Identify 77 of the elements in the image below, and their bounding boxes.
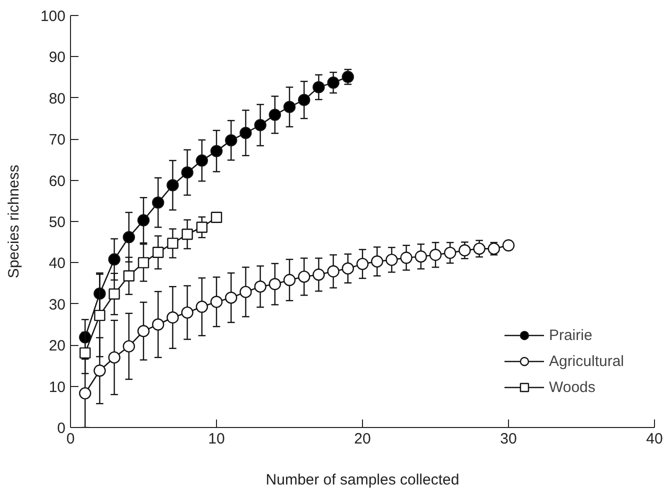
legend-label: Agricultural (548, 352, 624, 370)
point (138, 257, 150, 268)
point (371, 255, 384, 268)
y-tick-label: 90 (48, 49, 66, 66)
point (196, 222, 208, 233)
y-tick-label: 100 (40, 8, 66, 25)
x-axis-title: Number of samples collected (266, 472, 460, 488)
point (152, 196, 164, 209)
x-tick-label: 20 (354, 430, 371, 448)
point (342, 262, 354, 275)
point (342, 70, 354, 83)
point (458, 244, 471, 256)
point (181, 306, 194, 319)
point (283, 100, 296, 114)
point (254, 119, 266, 132)
point (400, 252, 412, 264)
point (182, 228, 193, 240)
point (283, 274, 296, 286)
point (210, 144, 223, 158)
point (152, 246, 164, 258)
point (312, 268, 325, 281)
point (225, 134, 238, 146)
point (254, 280, 266, 293)
point (137, 325, 150, 338)
point (210, 296, 223, 308)
y-tick-label: 0 (57, 420, 66, 437)
point (356, 258, 369, 270)
point (196, 300, 208, 313)
point (210, 212, 222, 223)
y-axis-title: Species richness (5, 164, 22, 278)
point (429, 248, 442, 261)
point (123, 270, 134, 282)
point (181, 166, 194, 179)
point (444, 246, 456, 259)
point (488, 242, 500, 255)
point (108, 351, 120, 364)
point (312, 81, 325, 94)
point (268, 108, 281, 121)
point (152, 318, 164, 331)
y-tick-label: 50 (48, 214, 66, 231)
point (108, 253, 120, 266)
point (122, 340, 135, 352)
point (240, 286, 252, 298)
point (268, 278, 281, 290)
point (327, 265, 340, 278)
point (80, 347, 91, 359)
point (414, 250, 427, 263)
y-tick-label: 20 (48, 338, 66, 355)
x-tick-label: 10 (208, 430, 225, 448)
point (225, 292, 238, 304)
y-tick-label: 30 (48, 296, 66, 314)
y-tick-label: 40 (48, 255, 66, 272)
point (166, 179, 179, 192)
point (473, 242, 486, 255)
point (196, 154, 208, 167)
y-tick-label: 10 (48, 378, 66, 396)
point (502, 239, 515, 252)
legend-label: Prairie (548, 326, 592, 344)
point (166, 311, 179, 324)
x-tick-label: 30 (500, 430, 517, 448)
point (137, 214, 150, 226)
point (167, 238, 178, 249)
point (94, 310, 106, 322)
legend-label: Woods (548, 378, 596, 396)
point (108, 288, 120, 300)
x-tick-label: 40 (646, 430, 663, 448)
point (327, 76, 340, 89)
point (298, 270, 310, 283)
y-tick-label: 60 (48, 172, 66, 190)
point (386, 254, 398, 266)
point (240, 126, 252, 140)
point (122, 231, 135, 244)
point (298, 94, 310, 106)
point (79, 387, 92, 400)
point (94, 364, 106, 377)
y-tick-label: 80 (48, 90, 66, 108)
y-tick-label: 70 (48, 132, 66, 149)
